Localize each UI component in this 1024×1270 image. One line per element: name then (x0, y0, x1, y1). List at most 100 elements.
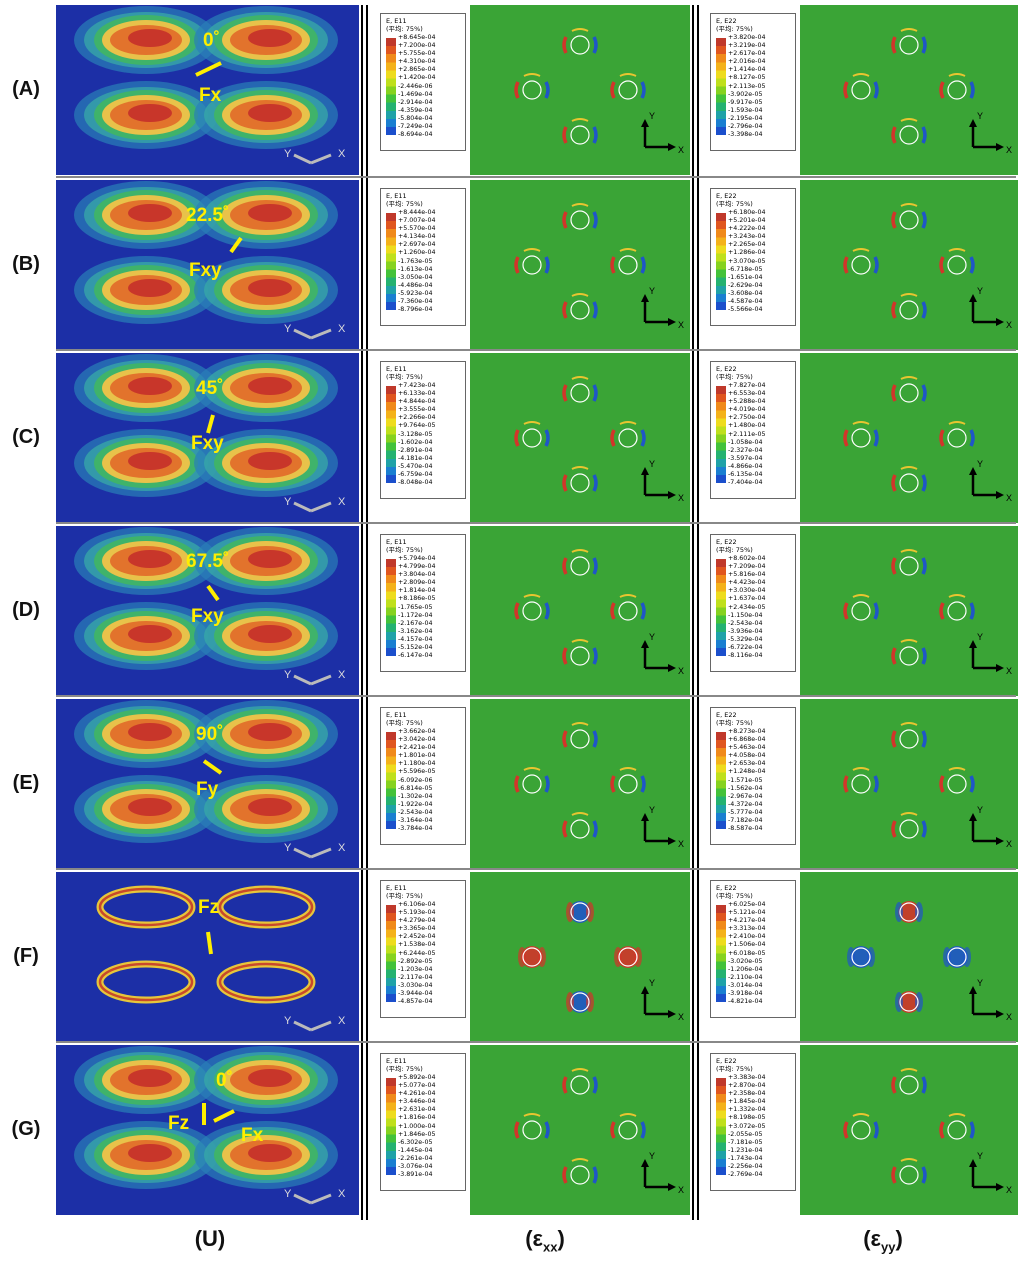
legend-value: +3.365e-04 (398, 925, 436, 933)
legend-value: -2.055e-05 (728, 1130, 763, 1138)
legend-value: +1.420e-04 (398, 74, 436, 82)
axis-y-label: Y (977, 1151, 983, 1161)
axis-y-label: Y (649, 1151, 655, 1161)
axis-y-label: Y (977, 632, 983, 642)
legend-value: -4.181e-04 (398, 454, 433, 462)
axis-x-label: X (1006, 1012, 1012, 1022)
pad-outline (851, 947, 871, 967)
xy-axes-icon (641, 119, 676, 151)
legend-color-bar (386, 213, 396, 310)
force-arrow-icon (206, 584, 220, 602)
row-label: (F) (13, 945, 39, 967)
column-label-eyy: (εyy) (863, 1226, 903, 1255)
legend-value: +1.506e-04 (728, 941, 766, 949)
legend-value: -2.796e-04 (728, 123, 763, 131)
pad-outline (570, 473, 590, 493)
row-label: (D) (12, 599, 40, 621)
legend-value: -3.918e-04 (728, 990, 763, 998)
legend-exx: E, E11 (平均: 75%) +5.794e-04 +4.799e-04 +3.80… (380, 534, 466, 672)
legend-color-bar (716, 386, 726, 483)
load-annotation: 67.5˚ (186, 551, 230, 572)
axis-x-label: X (1006, 320, 1012, 330)
load-annotation: 22.5˚ (186, 205, 230, 226)
xy-axes-icon (641, 467, 676, 499)
pad-outline (947, 947, 967, 967)
pad-outline (899, 902, 919, 922)
legend-averaging: (平均: 75%) (386, 25, 423, 33)
legend-value: -1.562e-04 (728, 784, 763, 792)
axis-x-label: X (678, 320, 684, 330)
force-arrow-icon (195, 61, 222, 77)
legend-value: +1.846e-05 (398, 1130, 436, 1138)
legend-eyy: E, E22 (平均: 75%) +6.025e-04 +5.121e-04 +4.21… (710, 880, 796, 1018)
xy-axes-icon (641, 1159, 676, 1191)
legend-value: -3.050e-04 (398, 273, 433, 281)
legend-value: +2.358e-04 (728, 1090, 766, 1098)
legend-averaging: (平均: 75%) (716, 892, 753, 900)
legend-value: +2.750e-04 (728, 414, 766, 422)
legend-value: +2.653e-04 (728, 760, 766, 768)
legend-value: -2.256e-04 (728, 1163, 763, 1171)
legend-value: -6.718e-05 (728, 265, 763, 273)
row-divider (56, 176, 1016, 178)
legend-value: +3.030e-04 (728, 587, 766, 595)
legend-value: -3.891e-04 (398, 1171, 433, 1179)
legend-color-bar (716, 559, 726, 656)
legend-value: +1.480e-04 (728, 422, 766, 430)
legend-value: +1.845e-04 (728, 1098, 766, 1106)
legend-value: +1.180e-04 (398, 760, 436, 768)
triad-x-label: X (338, 669, 346, 681)
legend-value: -7.360e-04 (398, 298, 433, 306)
xy-axes-icon (641, 986, 676, 1018)
legend-value: -2.543e-04 (728, 619, 763, 627)
legend-value: -4.857e-04 (398, 998, 433, 1006)
legend-value: -2.327e-04 (728, 446, 763, 454)
legend-value: +8.198e-05 (728, 1114, 766, 1122)
row-label: (E) (12, 772, 40, 794)
legend-title: E, E11 (386, 17, 407, 25)
force-arrow-icon (213, 1109, 235, 1123)
pad-outline (618, 428, 638, 448)
legend-color-bar (716, 1078, 726, 1175)
legend-value: +5.892e-04 (398, 1074, 436, 1081)
legend-value: +3.383e-04 (728, 1074, 766, 1081)
legend-value: -2.967e-04 (728, 792, 763, 800)
triad-y-label: Y (284, 148, 292, 160)
row-label: (C) (12, 426, 40, 448)
axis-x-label: X (678, 666, 684, 676)
axis-y-label: Y (649, 111, 655, 121)
legend-value: +1.538e-04 (398, 941, 436, 949)
legend-value: -1.150e-04 (728, 611, 763, 619)
legend-color-bar (386, 732, 396, 829)
axis-y-label: Y (649, 286, 655, 296)
legend-value: -6.147e-04 (398, 652, 433, 660)
axis-y-label: Y (977, 805, 983, 815)
load-annotation: 0˚ (216, 1070, 233, 1091)
displacement-panel: Y X 90˚ Fy (56, 699, 359, 869)
legend-value: -6.722e-04 (728, 644, 763, 652)
legend-value: +3.072e-05 (728, 1122, 766, 1130)
pad-outline (570, 729, 590, 749)
legend-value: -2.769e-04 (728, 1171, 763, 1179)
legend-exx: E, E11 (平均: 75%) +3.662e-04 +3.042e-04 +2.42… (380, 707, 466, 845)
legend-averaging: (平均: 75%) (386, 200, 423, 208)
legend-value: -7.181e-05 (728, 1138, 763, 1146)
legend-value: +1.801e-04 (398, 752, 436, 760)
pad-outline (522, 774, 542, 794)
legend-value: -8.796e-04 (398, 306, 433, 314)
legend-value: -5.777e-04 (728, 808, 763, 816)
legend-eyy: E, E22 (平均: 75%) +7.827e-04 +6.553e-04 +5.28… (710, 361, 796, 499)
legend-value: +1.414e-04 (728, 66, 766, 74)
legend-value: -4.821e-04 (728, 998, 763, 1006)
legend-value: -7.404e-04 (728, 479, 763, 487)
legend-value: +6.244e-05 (398, 949, 436, 957)
legend-value: -4.372e-04 (728, 800, 763, 808)
displacement-panel: Y X 22.5˚ Fxy (56, 180, 359, 350)
pad-outline (570, 1165, 590, 1185)
legend-value: -2.892e-05 (398, 957, 433, 965)
legend-value: -6.759e-04 (398, 471, 433, 479)
